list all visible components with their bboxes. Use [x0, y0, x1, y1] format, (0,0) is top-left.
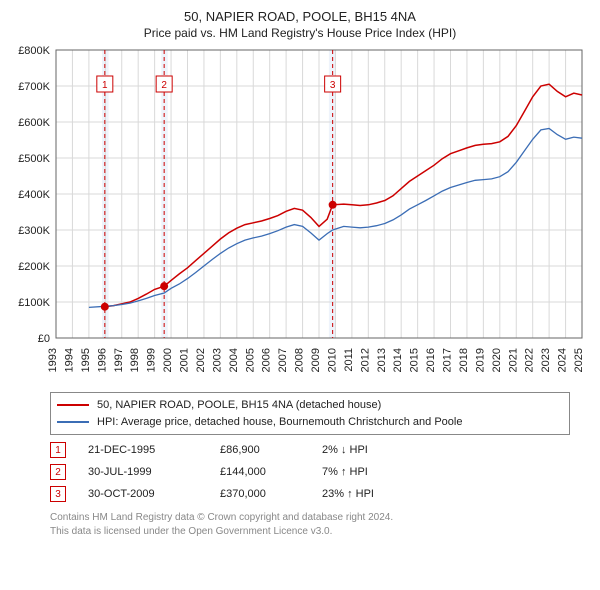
svg-text:2002: 2002	[195, 348, 207, 372]
svg-text:2015: 2015	[409, 348, 421, 372]
svg-text:2021: 2021	[507, 348, 519, 372]
legend-row-property: 50, NAPIER ROAD, POOLE, BH15 4NA (detach…	[57, 397, 563, 414]
svg-text:£600K: £600K	[18, 117, 50, 129]
svg-text:1998: 1998	[129, 348, 141, 372]
svg-text:2011: 2011	[343, 348, 355, 372]
svg-text:2022: 2022	[524, 348, 536, 372]
marker-delta: 7% ↑ HPI	[322, 466, 442, 478]
svg-text:2025: 2025	[573, 348, 585, 372]
svg-text:£0: £0	[38, 333, 50, 345]
svg-text:1995: 1995	[80, 348, 92, 372]
svg-text:1994: 1994	[63, 348, 75, 372]
marker-delta: 2% ↓ HPI	[322, 444, 442, 456]
legend-swatch-hpi	[57, 421, 89, 423]
marker-row: 1 21-DEC-1995 £86,900 2% ↓ HPI	[50, 439, 588, 461]
marker-price: £370,000	[220, 488, 300, 500]
svg-text:2: 2	[161, 80, 167, 91]
svg-text:1: 1	[102, 80, 108, 91]
svg-text:2018: 2018	[458, 348, 470, 372]
svg-text:2008: 2008	[294, 348, 306, 372]
svg-text:£300K: £300K	[18, 225, 50, 237]
svg-text:2000: 2000	[162, 348, 174, 372]
marker-badge: 1	[50, 442, 66, 458]
svg-text:2009: 2009	[310, 348, 322, 372]
svg-text:2016: 2016	[425, 348, 437, 372]
svg-text:£200K: £200K	[18, 261, 50, 273]
svg-text:2017: 2017	[442, 348, 454, 372]
footer: Contains HM Land Registry data © Crown c…	[50, 511, 588, 539]
svg-text:2010: 2010	[326, 348, 338, 372]
legend-row-hpi: HPI: Average price, detached house, Bour…	[57, 414, 563, 431]
svg-text:2005: 2005	[244, 348, 256, 372]
svg-text:£700K: £700K	[18, 81, 50, 93]
footer-line1: Contains HM Land Registry data © Crown c…	[50, 511, 588, 525]
marker-row: 2 30-JUL-1999 £144,000 7% ↑ HPI	[50, 461, 588, 483]
svg-text:1999: 1999	[146, 348, 158, 372]
svg-text:2004: 2004	[228, 348, 240, 372]
legend-label-hpi: HPI: Average price, detached house, Bour…	[97, 414, 462, 431]
svg-text:£800K: £800K	[18, 46, 50, 57]
chart-subtitle: Price paid vs. HM Land Registry's House …	[12, 26, 588, 40]
svg-text:2007: 2007	[277, 348, 289, 372]
legend-label-property: 50, NAPIER ROAD, POOLE, BH15 4NA (detach…	[97, 397, 381, 414]
svg-text:£400K: £400K	[18, 189, 50, 201]
marker-price: £86,900	[220, 444, 300, 456]
svg-text:£100K: £100K	[18, 297, 50, 309]
marker-row: 3 30-OCT-2009 £370,000 23% ↑ HPI	[50, 483, 588, 505]
svg-text:2006: 2006	[261, 348, 273, 372]
svg-text:1996: 1996	[96, 348, 108, 372]
marker-date: 30-OCT-2009	[88, 488, 198, 500]
svg-text:1993: 1993	[47, 348, 59, 372]
svg-text:2020: 2020	[491, 348, 503, 372]
marker-badge: 2	[50, 464, 66, 480]
marker-table: 1 21-DEC-1995 £86,900 2% ↓ HPI 2 30-JUL-1999 £…	[50, 439, 588, 505]
svg-text:£500K: £500K	[18, 153, 50, 165]
marker-price: £144,000	[220, 466, 300, 478]
marker-delta: 23% ↑ HPI	[322, 488, 442, 500]
chart-title: 50, NAPIER ROAD, POOLE, BH15 4NA	[12, 8, 588, 26]
marker-date: 21-DEC-1995	[88, 444, 198, 456]
svg-text:2013: 2013	[376, 348, 388, 372]
chart-svg: £0 £100K £200K £300K £400K £500K £600K £700K £80…	[12, 46, 588, 386]
legend-swatch-property	[57, 404, 89, 406]
chart-container: 50, NAPIER ROAD, POOLE, BH15 4NA Price p…	[0, 0, 600, 545]
svg-text:3: 3	[330, 80, 336, 91]
svg-text:2023: 2023	[540, 348, 552, 372]
marker-badge: 3	[50, 486, 66, 502]
plot-area: £0 £100K £200K £300K £400K £500K £600K £700K £80…	[12, 46, 588, 386]
footer-line2: This data is licensed under the Open Gov…	[50, 525, 588, 539]
svg-text:2012: 2012	[359, 348, 371, 372]
svg-text:2003: 2003	[211, 348, 223, 372]
svg-text:2001: 2001	[179, 348, 191, 372]
svg-text:2019: 2019	[474, 348, 486, 372]
svg-text:1997: 1997	[113, 348, 125, 372]
svg-text:2024: 2024	[557, 348, 569, 372]
svg-text:2014: 2014	[392, 348, 404, 372]
legend: 50, NAPIER ROAD, POOLE, BH15 4NA (detach…	[50, 392, 570, 435]
marker-date: 30-JUL-1999	[88, 466, 198, 478]
